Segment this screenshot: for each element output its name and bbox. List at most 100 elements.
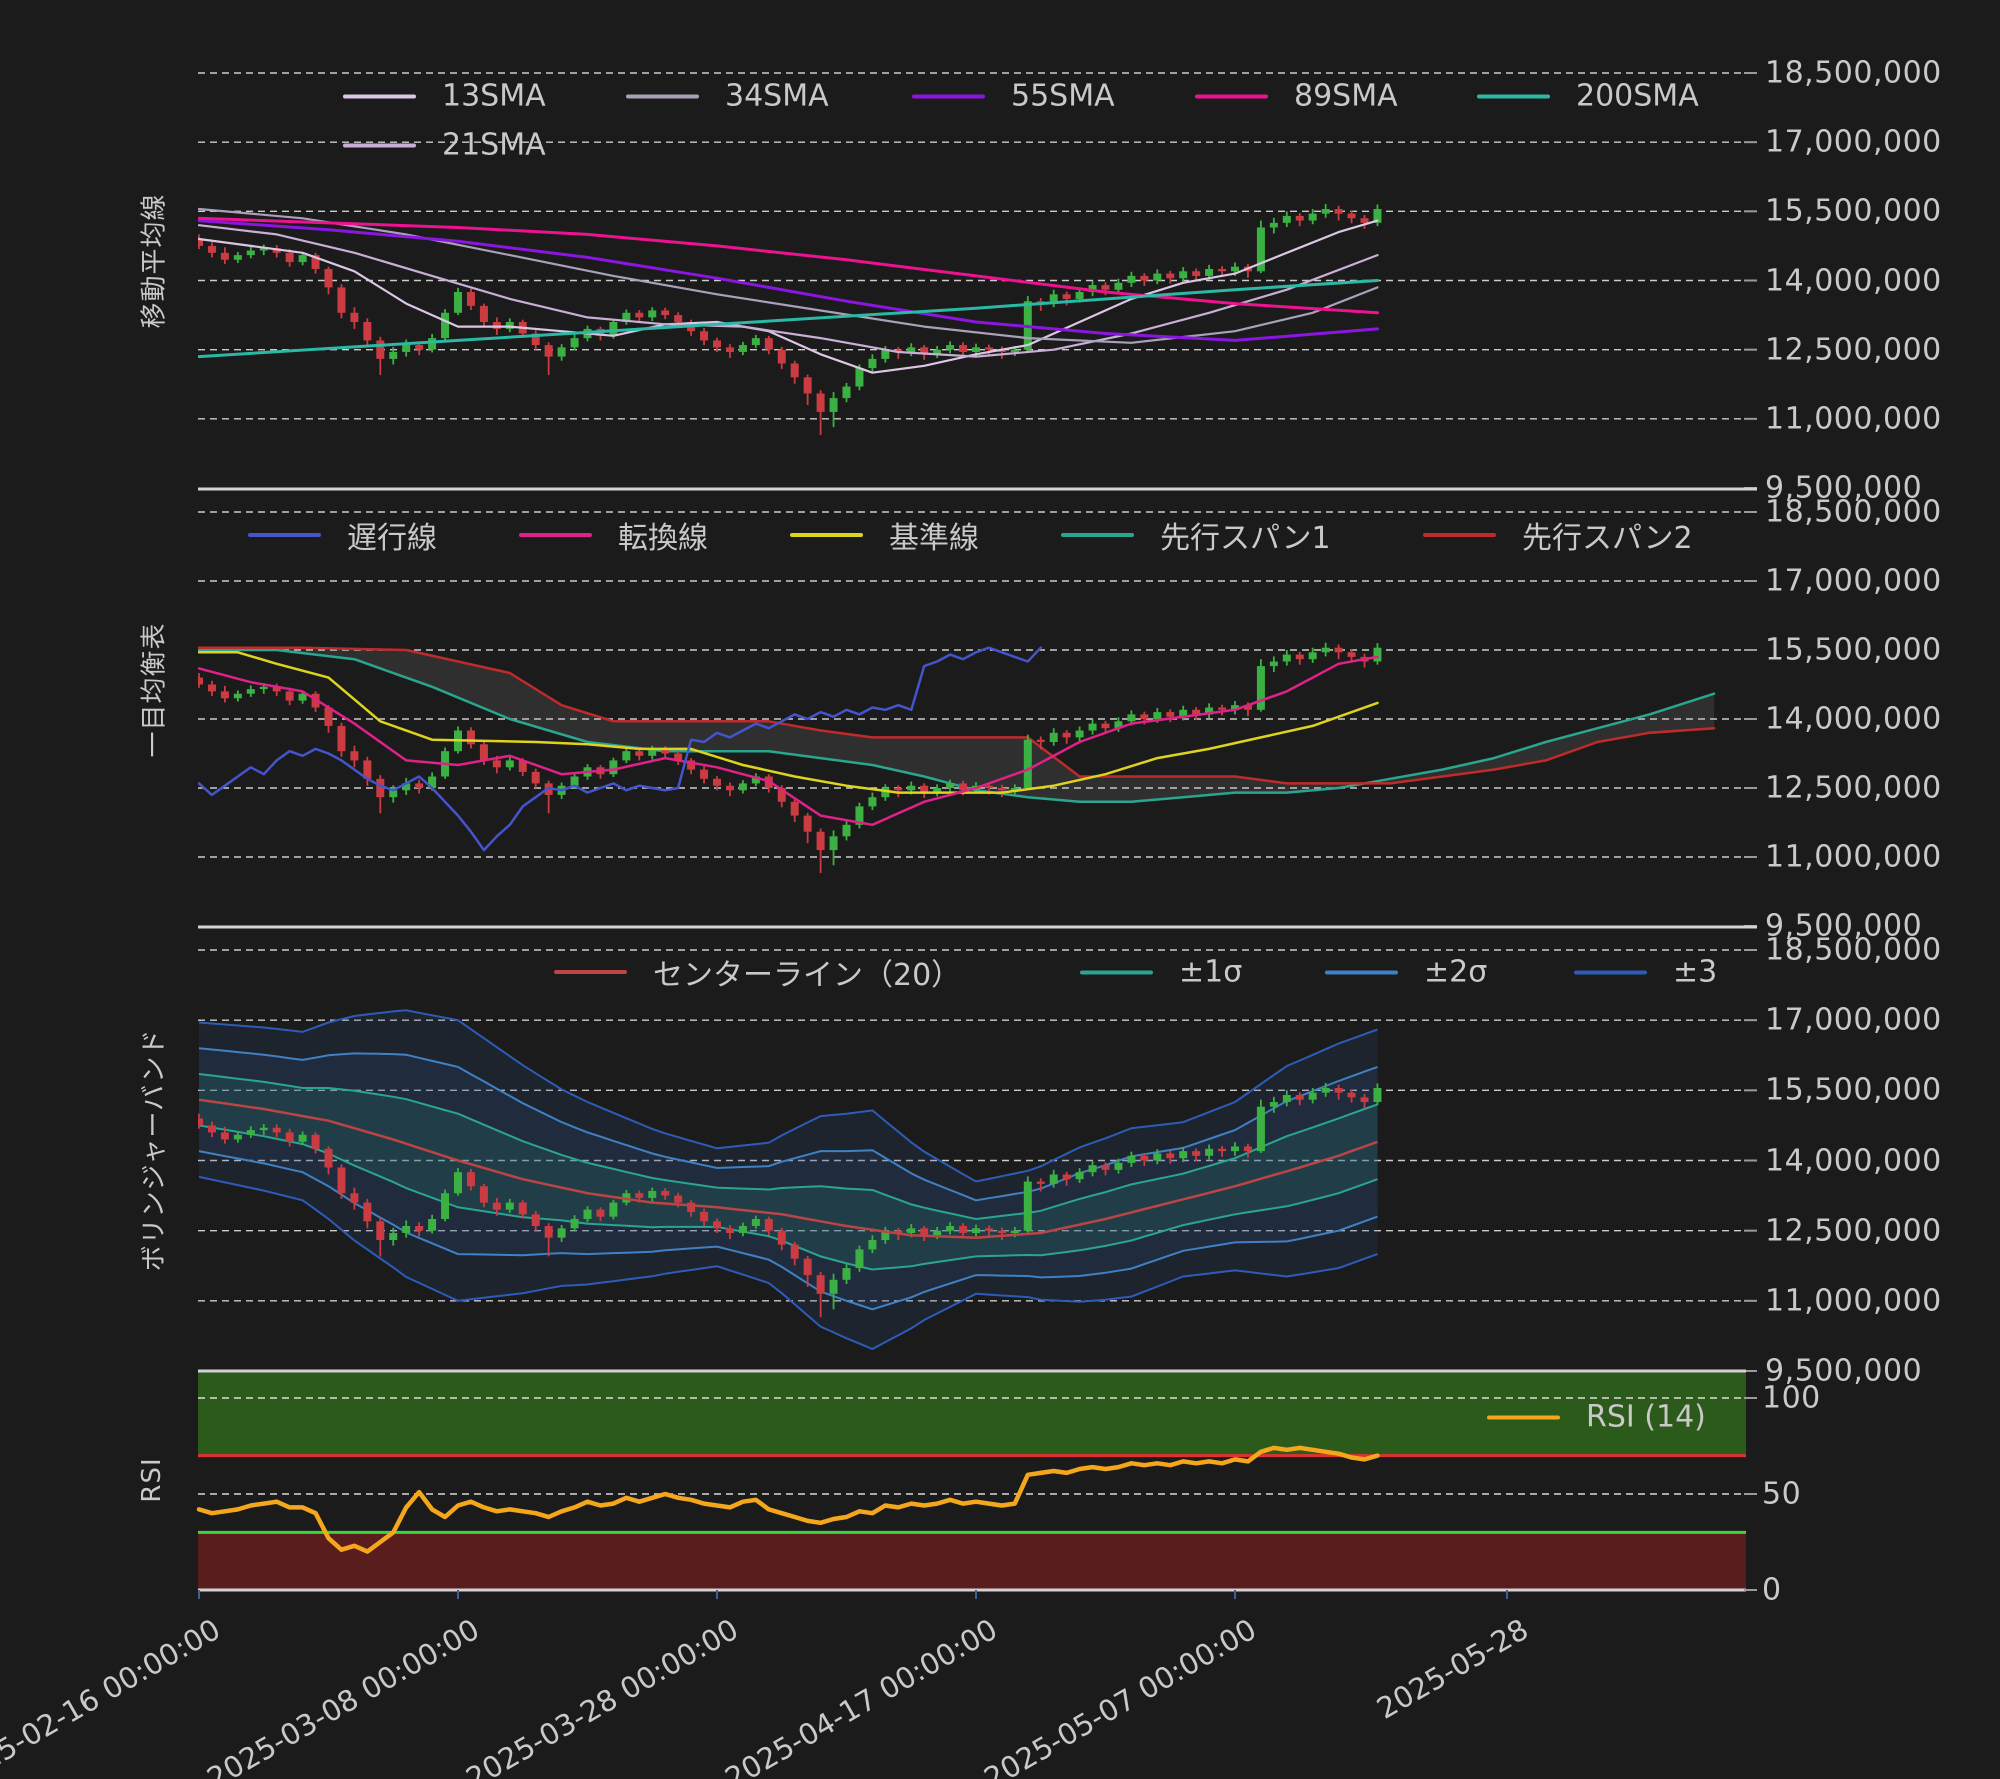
- legend-item-±3[interactable]: ±3: [1574, 955, 1717, 990]
- candle-body: [583, 1209, 592, 1219]
- candle-body: [842, 824, 851, 837]
- candle-body: [764, 1218, 773, 1231]
- candle-body: [259, 686, 268, 690]
- candle-body: [907, 785, 916, 791]
- candle-body: [1023, 1181, 1032, 1231]
- candle-body: [984, 347, 993, 350]
- candle-body: [751, 1218, 760, 1226]
- legend-item-13sma[interactable]: 13SMA: [343, 79, 546, 114]
- legend-item-基準線[interactable]: 基準線: [790, 513, 979, 557]
- candle-body: [285, 1132, 294, 1142]
- candle-body: [1036, 1181, 1045, 1184]
- candle-body: [1243, 705, 1252, 710]
- candle-body: [1140, 275, 1149, 281]
- candle-body: [428, 776, 437, 788]
- candle-body: [1192, 271, 1201, 276]
- candle-body: [959, 345, 968, 352]
- legend-item-34sma[interactable]: 34SMA: [626, 79, 829, 114]
- candle-body: [1334, 647, 1343, 653]
- panel-sma: [198, 203, 1382, 435]
- panel-title-rsi: RSI: [137, 1457, 167, 1503]
- y-axis-label: 100: [1762, 1380, 1821, 1416]
- candle-body: [596, 1209, 605, 1217]
- candle-body: [479, 744, 488, 761]
- candle-body: [751, 338, 760, 346]
- candle-body: [505, 322, 514, 329]
- candle-body: [984, 1228, 993, 1231]
- candle-body: [868, 797, 877, 807]
- candle-body: [997, 1230, 1006, 1234]
- candle-body: [700, 331, 709, 341]
- candle-body: [1295, 1095, 1304, 1100]
- legend-swatch: [248, 533, 321, 537]
- ichimoku-kijun-line: [198, 651, 1379, 794]
- candle-body: [1049, 294, 1058, 304]
- bollinger-lower-3: [198, 1175, 1378, 1351]
- candle-body: [198, 1118, 203, 1126]
- candle-body: [933, 349, 942, 355]
- legend-item-センターライン（20）[interactable]: センターライン（20）: [554, 950, 961, 994]
- candle-body: [933, 788, 942, 793]
- sma-line-13sma: [198, 219, 1379, 374]
- candle-body: [272, 248, 281, 253]
- candle-body: [1321, 209, 1330, 214]
- candle-body: [777, 349, 786, 364]
- legend-swatch: [1487, 1415, 1560, 1419]
- candle-body: [1205, 268, 1214, 276]
- candle-body: [1166, 1153, 1175, 1159]
- legend-item-55sma[interactable]: 55SMA: [912, 79, 1115, 114]
- legend-item-先行スパン1[interactable]: 先行スパン1: [1061, 513, 1331, 557]
- bollinger-lower-2: [198, 1150, 1378, 1311]
- y-axis-label: 11,000,000: [1765, 839, 1942, 875]
- candle-body: [1049, 1174, 1058, 1184]
- legend-label: RSI (14): [1586, 1399, 1706, 1435]
- candle-body: [233, 693, 242, 699]
- y-axis-label: 18,500,000: [1765, 55, 1942, 91]
- candle-body: [466, 1172, 475, 1187]
- candle-body: [1308, 213, 1317, 221]
- candle-body: [428, 1218, 437, 1231]
- candle-body: [570, 1218, 579, 1229]
- candle-body: [1218, 268, 1227, 272]
- candle-body: [1334, 1087, 1343, 1093]
- candle-body: [1179, 271, 1188, 279]
- legend-item-遅行線[interactable]: 遅行線: [248, 513, 437, 557]
- candle-body: [350, 751, 359, 761]
- legend-label: 200SMA: [1576, 78, 1699, 114]
- legend-item-89sma[interactable]: 89SMA: [1195, 79, 1398, 114]
- candle-body: [946, 783, 955, 788]
- legend-swatch: [1423, 533, 1496, 537]
- y-axis-label: 15,500,000: [1765, 632, 1942, 668]
- candle-body: [298, 255, 307, 263]
- candle-body: [725, 1228, 734, 1234]
- candle-body: [246, 689, 255, 694]
- candle-body: [1010, 788, 1019, 791]
- candle-body: [454, 292, 462, 313]
- candle-body: [531, 1214, 540, 1226]
- bollinger-lower-1: [198, 1124, 1378, 1271]
- candle-body: [389, 790, 398, 798]
- bollinger-band-fill: [199, 1010, 1378, 1349]
- legend-label: ±1σ: [1179, 954, 1243, 990]
- candle-body: [557, 1228, 566, 1238]
- panel-title-ichimoku: 一目均衡表: [139, 622, 170, 758]
- legend-item-先行スパン2[interactable]: 先行スパン2: [1423, 513, 1693, 557]
- candle-body: [441, 312, 450, 339]
- legend-item-転換線[interactable]: 転換線: [519, 513, 708, 557]
- candle-body: [609, 1202, 618, 1217]
- legend-item-rsi-(14)[interactable]: RSI (14): [1487, 1400, 1706, 1435]
- candle-body: [1153, 1153, 1162, 1161]
- legend-item-200sma[interactable]: 200SMA: [1477, 79, 1699, 114]
- legend-item-±1σ[interactable]: ±1σ: [1080, 955, 1242, 990]
- candle-body: [622, 312, 631, 322]
- legend-item-21sma[interactable]: 21SMA: [343, 128, 546, 163]
- candle-body: [1231, 1146, 1239, 1152]
- candle-body: [816, 1275, 825, 1294]
- candle-body: [337, 1167, 346, 1194]
- candle-body: [1153, 712, 1162, 719]
- candle-body: [687, 760, 696, 770]
- candle-body: [1049, 732, 1058, 742]
- legend-item-±2σ[interactable]: ±2σ: [1325, 955, 1487, 990]
